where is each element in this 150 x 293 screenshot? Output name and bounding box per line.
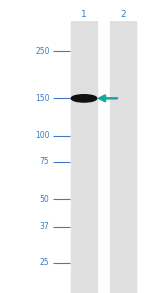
Text: 25: 25 [40, 258, 50, 267]
Text: 50: 50 [40, 195, 50, 204]
Text: 100: 100 [35, 131, 50, 140]
Text: 75: 75 [40, 157, 50, 166]
Text: 1: 1 [81, 10, 87, 19]
Bar [110, 21, 136, 293]
Bar [71, 21, 97, 293]
Ellipse shape [71, 95, 97, 102]
Text: 250: 250 [35, 47, 50, 56]
Text: 37: 37 [40, 222, 50, 231]
Text: 150: 150 [35, 94, 50, 103]
Text: 2: 2 [120, 10, 126, 19]
